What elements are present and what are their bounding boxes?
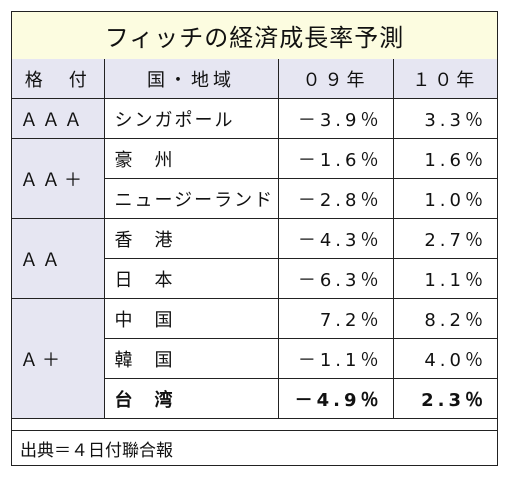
grade-cell: ＡＡＡ — [12, 98, 105, 139]
table-row: ＡＡ＋豪 州－1.6％ 1.6％ — [12, 138, 497, 219]
header-country: 国・地域 — [103, 59, 279, 99]
header-row: 格 付 国・地域 ０９年 １０年 — [12, 59, 497, 99]
grade-cell: Ａ＋ — [12, 298, 105, 419]
value-2009-cell: －2.8％ — [277, 178, 394, 219]
value-2010-cell: 1.6％ — [392, 138, 497, 179]
value-2010-cell: 1.1％ — [392, 258, 497, 299]
country-cell: 豪 州 — [103, 138, 279, 179]
header-2010: １０年 — [392, 59, 497, 99]
value-2009-cell: －4.3％ — [277, 218, 394, 259]
value-2009-cell: －4.9％ — [277, 378, 394, 419]
value-2009-cell: －1.1％ — [277, 338, 394, 379]
country-cell: ニュージーランド — [104, 178, 279, 219]
value-2009-cell: －6.3％ — [277, 258, 394, 299]
value-2010-cell: 2.3％ — [392, 378, 497, 419]
table-row: ＡＡ 香 港－4.3％ 2.7％ — [12, 218, 497, 299]
table-row: ニュージーランド －2.8％ 1.0％ — [12, 178, 497, 219]
table-row: ＡＡＡ シンガポール －3.9％ 3.3％ — [12, 98, 497, 139]
header-grade: 格 付 — [12, 59, 105, 99]
forecast-table: 格 付 国・地域 ０９年 １０年 ＡＡＡ シンガポール －3.9％ 3.3％ ＡＡ＋豪 … — [12, 59, 497, 419]
source-note: 出典＝４日付聯合報 — [12, 430, 497, 465]
value-2010-cell: 8.2％ — [392, 298, 497, 339]
table-title: フィッチの経済成長率予測 — [12, 12, 497, 60]
table-row: 台 湾－4.9％ 2.3％ — [12, 378, 497, 419]
value-2010-cell: 1.0％ — [392, 178, 497, 219]
grade-cell: ＡＡ — [12, 218, 105, 299]
country-cell: シンガポール — [103, 98, 279, 139]
value-2010-cell: 2.7％ — [392, 218, 497, 259]
value-2009-cell: －1.6％ — [277, 138, 394, 179]
header-2009: ０９年 — [277, 59, 394, 99]
value-2010-cell: 3.3％ — [392, 98, 497, 139]
value-2010-cell: 4.0％ — [392, 338, 497, 379]
table-row: 日 本－6.3％ 1.1％ — [12, 258, 497, 299]
value-2009-cell: －3.9％ — [277, 98, 394, 139]
grade-cell: ＡＡ＋ — [12, 138, 105, 219]
value-2009-cell: 7.2％ — [277, 298, 394, 339]
table-row: Ａ＋中 国 7.2％ 8.2％ — [12, 298, 497, 419]
country-cell: 中 国 — [103, 298, 279, 339]
country-cell: 台 湾 — [104, 378, 279, 419]
country-cell: 香 港 — [103, 218, 279, 259]
country-cell: 韓 国 — [104, 338, 279, 379]
forecast-table-frame: フィッチの経済成長率予測 格 付 国・地域 ０９年 １０年 ＡＡＡ シンガポール－… — [11, 11, 498, 466]
country-cell: 日 本 — [104, 258, 279, 299]
